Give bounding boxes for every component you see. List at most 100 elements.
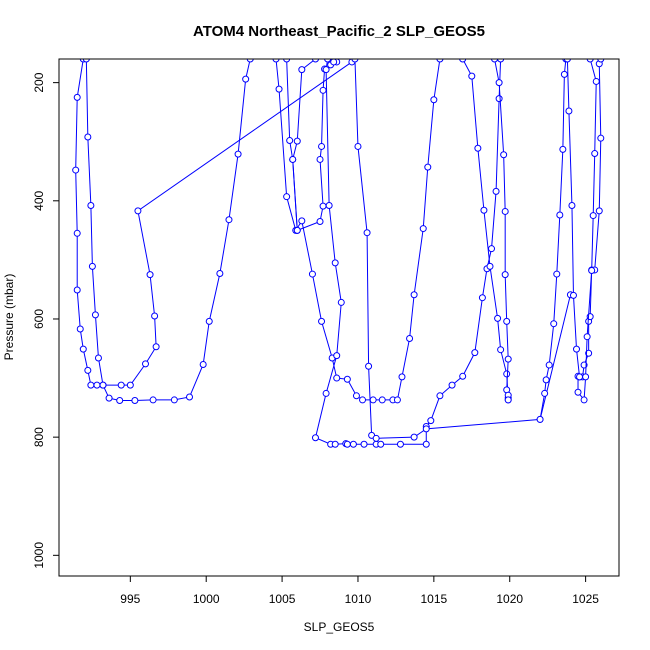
data-point: [393, 396, 401, 404]
data-point: [491, 59, 499, 63]
data-point: [330, 59, 338, 66]
data-point: [311, 59, 319, 63]
data-point: [87, 202, 95, 210]
data-point: [398, 373, 406, 381]
data-point: [378, 396, 386, 404]
data-point: [501, 207, 509, 215]
data-point: [359, 396, 367, 404]
data-point: [597, 134, 605, 142]
x-tick-label: 1005: [269, 592, 296, 606]
data-point: [468, 72, 476, 80]
y-tick-label: 1000: [32, 542, 46, 569]
data-point: [497, 346, 505, 354]
data-point: [286, 137, 294, 145]
data-point: [216, 269, 224, 277]
data-point: [360, 440, 368, 448]
data-point: [419, 225, 427, 233]
x-tick-label: 1020: [496, 592, 523, 606]
data-point: [365, 362, 373, 370]
data-point: [311, 434, 319, 442]
data-point: [478, 294, 486, 302]
data-point: [298, 217, 306, 225]
data-point: [117, 381, 125, 389]
data-point: [503, 370, 511, 378]
data-point: [422, 425, 430, 433]
chart-title: ATOM4 Northeast_Pacific_2 SLP_GEOS5: [193, 23, 485, 40]
data-point: [151, 312, 159, 320]
data-point: [488, 245, 496, 253]
data-point: [550, 320, 558, 328]
data-point: [272, 59, 280, 63]
y-tick-label: 200: [32, 72, 46, 92]
series-line-8: [462, 59, 509, 400]
data-point: [541, 389, 549, 397]
data-point: [595, 207, 603, 215]
data-point: [199, 360, 207, 368]
data-point: [410, 433, 418, 441]
data-point: [583, 333, 591, 341]
x-tick-label: 1000: [193, 592, 220, 606]
data-point: [322, 389, 330, 397]
data-point: [84, 366, 92, 374]
data-point: [349, 440, 357, 448]
data-point: [459, 59, 467, 63]
data-point: [486, 262, 494, 270]
data-point: [592, 77, 600, 85]
data-point: [82, 59, 90, 63]
data-point: [474, 144, 482, 152]
data-point: [500, 151, 508, 159]
data-point: [293, 226, 301, 234]
series-line-1: [75, 59, 251, 402]
data-point: [283, 59, 291, 63]
data-point: [134, 207, 142, 215]
data-point: [563, 59, 571, 63]
data-point: [275, 85, 283, 93]
data-point: [142, 360, 149, 368]
data-point: [343, 375, 351, 383]
data-point: [573, 345, 581, 353]
data-point: [580, 396, 588, 404]
data-point: [72, 166, 80, 174]
data-point: [503, 317, 511, 325]
data-point: [316, 217, 324, 225]
data-point: [406, 334, 414, 342]
data-point: [331, 440, 339, 448]
data-point: [495, 95, 503, 103]
data-point: [497, 59, 505, 63]
data-point: [94, 354, 102, 362]
data-point: [396, 440, 404, 448]
data-point: [319, 86, 327, 94]
x-tick-label: 1025: [572, 592, 599, 606]
data-point: [352, 392, 360, 400]
data-point: [246, 59, 254, 63]
data-point: [480, 206, 488, 214]
data-point: [93, 381, 101, 389]
data-point: [318, 317, 326, 325]
data-point: [471, 349, 479, 357]
data-point: [105, 394, 113, 402]
data-point: [91, 311, 99, 319]
data-point: [354, 142, 362, 150]
data-point: [116, 397, 124, 405]
data-point: [99, 381, 107, 389]
data-point: [131, 397, 139, 405]
data-point: [448, 381, 456, 389]
data-point: [84, 133, 92, 141]
data-point: [318, 142, 326, 150]
data-point: [298, 66, 306, 74]
data-point: [293, 137, 301, 145]
data-point: [436, 392, 444, 400]
data-point: [73, 286, 81, 294]
data-point: [87, 381, 95, 389]
data-point: [322, 66, 330, 74]
data-point: [430, 96, 438, 104]
data-point: [343, 440, 351, 448]
data-point: [363, 229, 371, 237]
data-point: [242, 75, 250, 83]
data-point: [369, 396, 377, 404]
data-point: [542, 376, 550, 384]
data-point: [501, 271, 509, 279]
data-point: [504, 396, 512, 404]
data-point: [591, 150, 599, 158]
